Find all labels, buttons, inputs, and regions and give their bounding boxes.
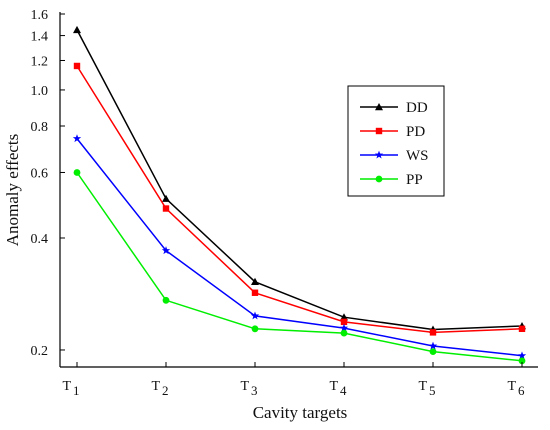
legend-item-ws: WS <box>360 148 429 164</box>
y-tick-label: 0.6 <box>31 166 49 181</box>
data-point-pp <box>429 348 437 356</box>
y-tick-label: 1.0 <box>31 84 49 99</box>
series-pd <box>73 62 526 336</box>
y-axis-ticks: 0.2 0.4 0.6 0.8 1.0 1.2 1.4 1.6 <box>31 8 65 359</box>
legend-item-pp: PP <box>360 172 423 188</box>
series-line-dd <box>76 29 523 331</box>
data-point-pp <box>251 325 259 333</box>
data-point-pp <box>518 357 526 365</box>
data-point-dd <box>162 194 170 202</box>
legend-label-dd: DD <box>406 100 428 116</box>
legend-marker-pp <box>375 175 383 183</box>
series-line-pp <box>76 172 523 362</box>
y-tick-label: 1.2 <box>31 54 49 69</box>
data-point-pd <box>251 289 259 296</box>
series-line-ws <box>76 138 523 357</box>
legend-item-pd: PD <box>360 124 425 140</box>
data-point-pd <box>340 318 348 326</box>
series-pp <box>73 169 526 365</box>
data-point-ws <box>517 351 527 360</box>
legend-label-pp: PP <box>406 172 423 188</box>
legend-label-pd: PD <box>406 124 425 140</box>
series-dd <box>73 25 526 333</box>
legend-marker-ws <box>374 150 384 159</box>
data-point-ws <box>428 341 438 350</box>
legend-box <box>347 85 445 197</box>
series-ws <box>72 134 527 360</box>
data-point-pd <box>162 205 170 212</box>
data-point-pd <box>518 325 526 333</box>
data-point-ws <box>250 311 260 320</box>
x-axis-title: Cavity targets <box>253 403 348 422</box>
data-point-dd <box>73 25 81 34</box>
legend-item-dd: DD <box>360 100 428 116</box>
y-tick-label: 0.2 <box>31 344 49 359</box>
data-point-dd <box>251 277 259 285</box>
y-tick-label: 1.4 <box>31 30 49 45</box>
y-tick-label: 0.8 <box>31 120 49 135</box>
data-point-pd <box>73 62 81 70</box>
data-point-ws <box>339 323 349 332</box>
data-point-pp <box>162 296 170 304</box>
axes <box>59 12 538 368</box>
data-point-dd <box>340 313 348 321</box>
y-tick-label: 1.6 <box>31 8 49 23</box>
data-point-ws <box>161 246 171 255</box>
legend-label-ws: WS <box>406 148 429 164</box>
data-point-pp <box>73 169 81 176</box>
y-axis-title: Anomaly effects <box>3 134 22 247</box>
y-tick-label: 0.4 <box>31 232 49 247</box>
legend-marker-dd <box>375 103 383 111</box>
data-point-ws <box>72 134 82 143</box>
legend: DD PD WS PP <box>347 85 445 197</box>
legend-marker-pd <box>375 127 383 135</box>
data-point-pp <box>340 329 348 337</box>
data-point-pd <box>429 329 437 336</box>
series-layer <box>72 25 527 365</box>
series-line-pd <box>76 65 523 334</box>
